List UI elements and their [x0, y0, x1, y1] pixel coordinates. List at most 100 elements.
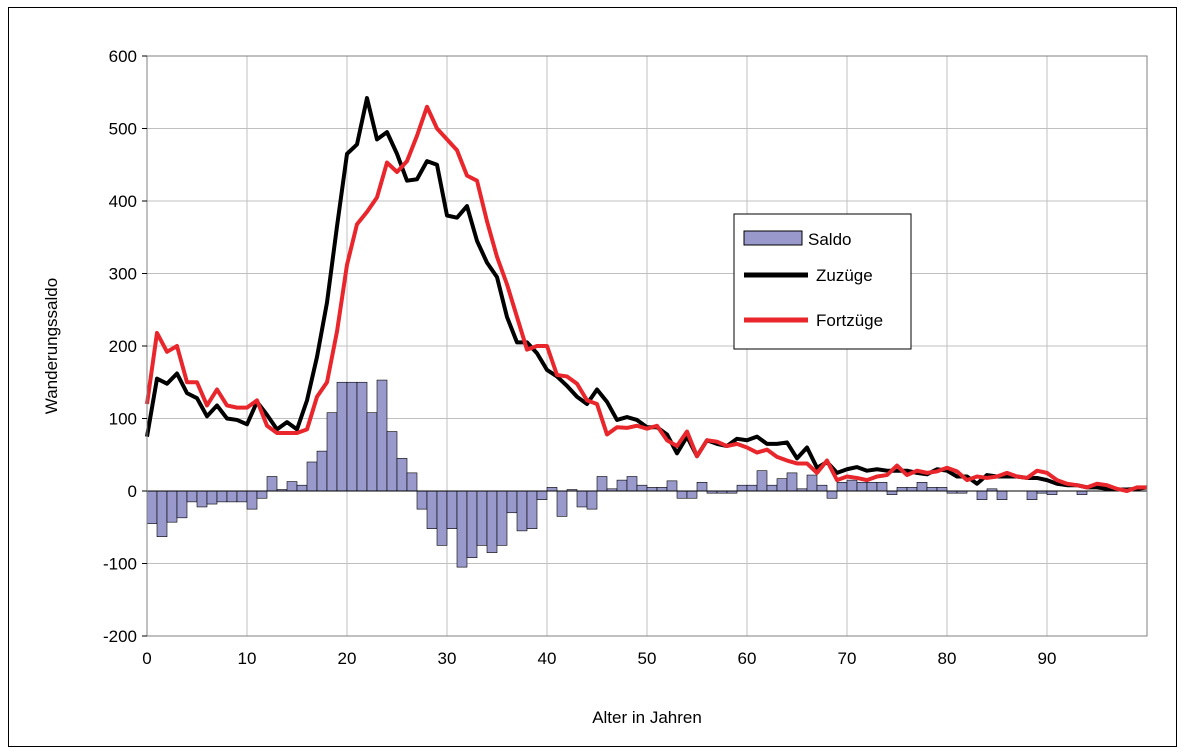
saldo-bars [146, 379, 1088, 568]
x-tick-label: 60 [738, 649, 757, 668]
saldo-bar [286, 481, 298, 492]
saldo-bar [186, 490, 198, 503]
y-tick-label: 200 [109, 337, 137, 356]
saldo-bar [216, 490, 228, 503]
saldo-bar [886, 490, 898, 495]
legend: Saldo Zuzüge Fortzüge [733, 213, 912, 350]
saldo-bar [556, 490, 568, 517]
legend-label-fortzuege: Fortzüge [816, 311, 883, 330]
saldo-bar [806, 474, 818, 492]
saldo-bar [396, 458, 408, 492]
saldo-bar [166, 490, 178, 523]
saldo-bar [306, 461, 318, 492]
saldo-bar [266, 476, 278, 492]
saldo-bar [476, 490, 488, 546]
saldo-bar [226, 490, 238, 503]
saldo-bar [876, 481, 888, 492]
x-tick-label: 40 [538, 649, 557, 668]
y-tick-label: 300 [109, 265, 137, 284]
saldo-bar [236, 490, 248, 503]
saldo-bar [546, 487, 558, 492]
saldo-bar [296, 484, 308, 492]
saldo-bar [686, 490, 698, 499]
saldo-bar [386, 431, 398, 492]
saldo-bar [866, 481, 878, 492]
saldo-bar [696, 481, 708, 492]
x-tick-label: 80 [938, 649, 957, 668]
saldo-bar [536, 490, 548, 500]
saldo-bar [326, 412, 338, 492]
y-tick-label: 100 [109, 410, 137, 429]
saldo-bar [376, 379, 388, 492]
y-tick-label: -100 [103, 555, 137, 574]
saldo-bar [466, 490, 478, 558]
saldo-bar [596, 476, 608, 492]
legend-swatch-saldo [743, 230, 803, 246]
x-tick-label: 20 [338, 649, 357, 668]
saldo-bar [506, 490, 518, 514]
saldo-bar [586, 490, 598, 510]
saldo-bar [1026, 490, 1038, 500]
saldo-bar [836, 481, 848, 492]
x-tick-labels: 0 10 20 30 40 50 60 70 80 90 [142, 649, 1056, 668]
x-tick-label: 0 [142, 649, 151, 668]
legend-label-zuzuege: Zuzüge [816, 266, 873, 285]
saldo-bar [636, 484, 648, 492]
saldo-bar [976, 490, 988, 500]
saldo-bar [146, 490, 158, 524]
saldo-bar [496, 490, 508, 546]
saldo-bar [736, 484, 748, 492]
x-tick-label: 10 [238, 649, 257, 668]
saldo-bar [746, 484, 758, 492]
y-tick-label: 400 [109, 192, 137, 211]
x-axis-title: Alter in Jahren [592, 708, 702, 727]
saldo-bar [666, 480, 678, 492]
saldo-bar [676, 490, 688, 499]
saldo-bar [756, 470, 768, 492]
saldo-bar [616, 479, 628, 492]
y-tick-label: 500 [109, 120, 137, 139]
saldo-bar [426, 490, 438, 530]
y-tick-label: -200 [103, 627, 137, 646]
saldo-bar [656, 487, 668, 492]
saldo-bar [406, 472, 418, 492]
saldo-bar [246, 490, 258, 510]
saldo-bar [576, 490, 588, 508]
saldo-bar [516, 490, 528, 532]
saldo-bar [446, 490, 458, 530]
saldo-bar [896, 487, 908, 492]
saldo-bar [936, 487, 948, 492]
saldo-bar [766, 484, 778, 492]
saldo-bar [826, 490, 838, 499]
x-tick-label: 30 [438, 649, 457, 668]
y-axis-title: Wanderungssaldo [42, 278, 61, 414]
saldo-bar [486, 490, 498, 553]
y-tick-labels: -200 -100 0 100 200 300 400 500 600 [103, 47, 147, 646]
x-tick-label: 70 [838, 649, 857, 668]
legend-label-saldo: Saldo [808, 230, 851, 249]
saldo-bar [256, 490, 268, 499]
saldo-bar [996, 490, 1008, 500]
saldo-bar [156, 490, 168, 537]
y-tick-label: 600 [109, 47, 137, 66]
saldo-bar [366, 412, 378, 492]
y-tick-label: 0 [128, 482, 137, 501]
saldo-bar [206, 490, 218, 505]
series-lines [145, 96, 1148, 493]
saldo-bar [816, 484, 828, 492]
chart-svg: -200 -100 0 100 200 300 400 500 600 0 10 20 30 40 50 6… [42, 47, 1148, 727]
saldo-bar [336, 381, 348, 492]
saldo-bar [916, 481, 928, 492]
saldo-bar [926, 487, 938, 492]
saldo-bar [776, 478, 788, 492]
saldo-bar [526, 490, 538, 530]
saldo-bar [196, 490, 208, 508]
saldo-bar [436, 490, 448, 546]
x-tick-label: 50 [638, 649, 657, 668]
saldo-bar [1046, 490, 1058, 495]
x-tick-label: 90 [1038, 649, 1057, 668]
saldo-bar [646, 487, 658, 492]
saldo-bar [346, 381, 358, 492]
saldo-bar [626, 476, 638, 492]
saldo-bar [906, 487, 918, 492]
